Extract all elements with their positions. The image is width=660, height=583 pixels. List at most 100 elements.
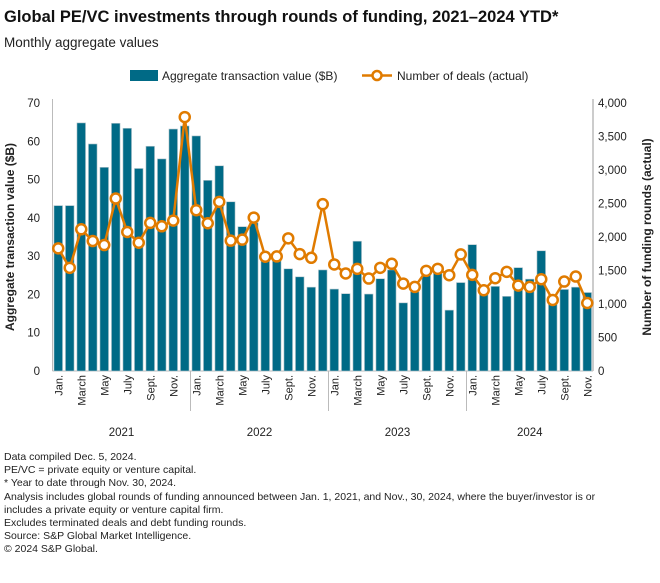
right-tick-label: 0: [598, 366, 604, 378]
right-axis-title: Number of funding rounds (actual): [640, 138, 654, 335]
deals-point-26: [351, 262, 364, 276]
deals-point-20: [282, 232, 295, 245]
deals-point-5: [109, 192, 122, 205]
bar-1: [65, 205, 75, 372]
bar-4: [99, 167, 109, 372]
bar-10: [168, 128, 178, 372]
bar-25: [341, 293, 351, 372]
deals-point-2: [75, 223, 88, 236]
note-pevc: PE/VC = private equity or venture capita…: [4, 464, 197, 477]
month-label: Nov.: [168, 375, 180, 397]
deals-point-4: [98, 238, 111, 252]
deals-point-40: [512, 279, 525, 292]
bar-6: [122, 127, 132, 372]
right-tick-label: 2,500: [598, 199, 627, 211]
bar-5: [111, 122, 121, 372]
note-exclusions: Excludes terminated deals and debt fundi…: [4, 517, 247, 530]
deals-point-37: [477, 284, 490, 297]
deals-point-35: [454, 248, 467, 261]
bar-21: [295, 276, 305, 372]
deals-point-24: [328, 258, 341, 271]
bar-46: [582, 292, 592, 372]
deals-point-38: [489, 271, 502, 285]
bar-17: [249, 222, 259, 372]
deals-point-36: [466, 268, 479, 282]
bar-8: [145, 145, 155, 372]
month-label: Nov.: [306, 375, 318, 397]
bar-18: [260, 257, 270, 372]
left-tick-label: 60: [27, 136, 40, 148]
month-label: May: [513, 375, 525, 396]
deals-point-13: [201, 217, 214, 230]
note-ytd: * Year to date through Nov. 30, 2024.: [4, 477, 177, 490]
bar-33: [433, 271, 443, 372]
deals-point-1: [63, 261, 76, 275]
bar-39: [502, 296, 512, 372]
month-label: July: [536, 375, 548, 395]
bar-2: [76, 122, 86, 372]
month-label: March: [490, 375, 502, 406]
legend-bar-swatch: [130, 70, 158, 81]
footnotes: Data compiled Dec. 5, 2024. PE/VC = priv…: [4, 451, 634, 557]
left-tick-label: 40: [27, 213, 40, 225]
bar-3: [88, 143, 98, 372]
bar-32: [421, 274, 431, 372]
deals-point-41: [523, 280, 536, 294]
deals-point-30: [397, 277, 410, 290]
bar-29: [387, 269, 397, 372]
month-label: Sept.: [145, 375, 157, 401]
bar-42: [536, 250, 546, 372]
bar-14: [214, 165, 224, 372]
chart-title: Global PE/VC investments through rounds …: [4, 8, 559, 26]
deals-point-0: [52, 242, 65, 255]
month-label: Jan.: [329, 375, 341, 396]
deals-point-10: [167, 214, 180, 227]
bar-35: [456, 282, 466, 372]
deals-point-9: [155, 220, 168, 233]
bar-28: [375, 278, 385, 372]
deals-point-33: [431, 262, 444, 276]
right-tick-label: 1,500: [598, 266, 627, 278]
month-label: July: [122, 375, 134, 395]
deals-point-17: [247, 211, 260, 224]
left-tick-label: 20: [27, 289, 40, 301]
bar-36: [467, 244, 477, 372]
bar-0: [53, 205, 63, 372]
deals-point-11: [178, 110, 191, 124]
month-label: Nov.: [444, 375, 456, 397]
deals-point-29: [385, 257, 398, 271]
left-axis-title: Aggregate transaction value ($B): [3, 143, 17, 331]
bar-41: [525, 278, 535, 372]
deals-point-19: [270, 250, 283, 263]
deals-point-21: [293, 247, 306, 261]
month-label: March: [76, 375, 88, 406]
right-tick-label: 500: [598, 333, 617, 345]
bar-44: [559, 289, 569, 372]
right-tick-label: 3,000: [598, 165, 627, 177]
deals-point-8: [144, 216, 157, 230]
bar-26: [352, 240, 362, 372]
month-label: May: [99, 375, 111, 396]
deals-point-18: [259, 250, 272, 264]
bar-16: [237, 226, 247, 372]
bar-31: [410, 291, 420, 372]
year-label: 2021: [109, 427, 135, 439]
month-label: May: [375, 375, 387, 396]
deals-point-14: [213, 195, 226, 209]
year-label: 2023: [385, 427, 411, 439]
deals-point-42: [535, 272, 548, 286]
deals-point-16: [236, 233, 249, 246]
deals-point-3: [86, 234, 99, 248]
bar-34: [444, 309, 454, 372]
month-label: Jan.: [467, 375, 479, 396]
deals-point-6: [121, 225, 134, 239]
month-label: Sept.: [559, 375, 571, 401]
deals-point-32: [420, 264, 433, 278]
right-tick-label: 1,000: [598, 299, 627, 311]
bar-12: [191, 135, 201, 372]
deals-point-39: [500, 265, 513, 279]
deals-point-27: [362, 272, 375, 285]
bar-43: [548, 303, 558, 372]
bar-15: [226, 201, 236, 372]
